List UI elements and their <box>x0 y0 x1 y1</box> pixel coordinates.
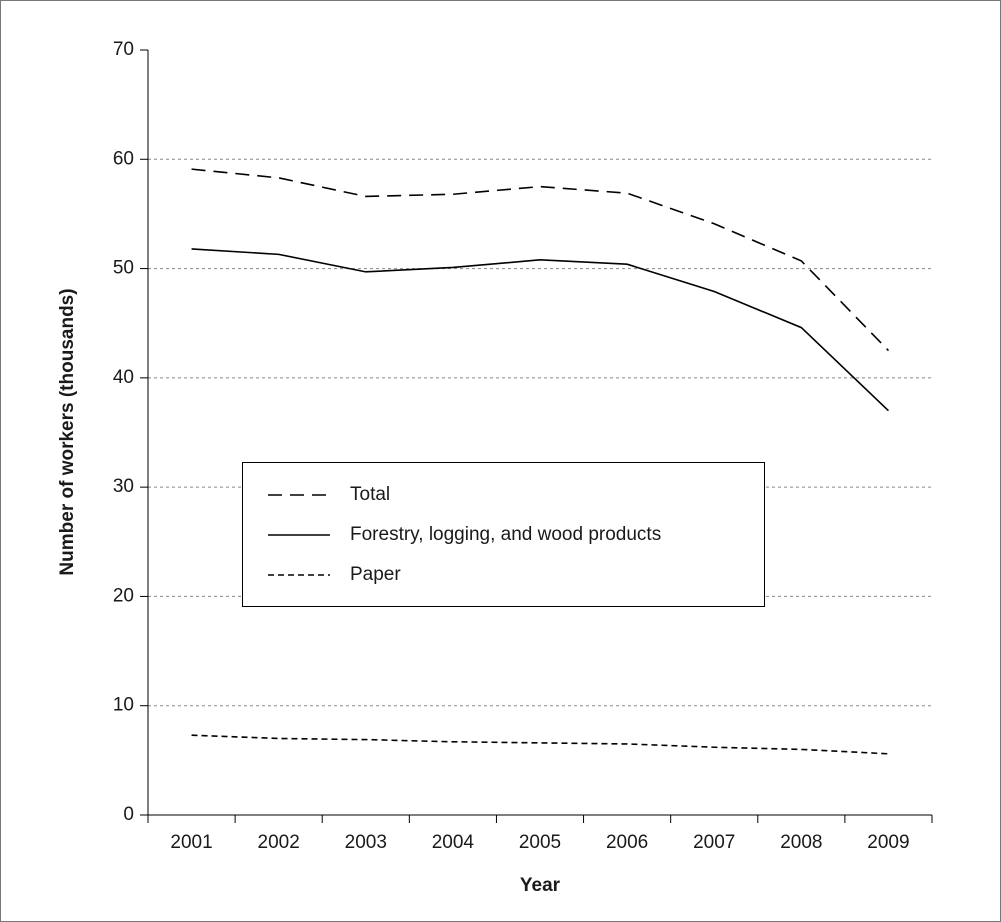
legend-label: Paper <box>350 564 401 585</box>
x-tick-label: 2007 <box>693 832 735 853</box>
x-axis-title: Year <box>520 875 561 896</box>
y-tick-label: 60 <box>113 148 134 169</box>
x-tick-label: 2004 <box>432 832 475 853</box>
y-tick-label: 70 <box>113 39 134 60</box>
y-tick-label: 0 <box>123 804 134 825</box>
legend: Total Forestry, logging, and wood product… <box>242 462 765 607</box>
x-tick-label: 2009 <box>867 832 909 853</box>
x-tick-label: 2001 <box>170 832 212 853</box>
y-tick-label: 50 <box>113 258 134 279</box>
series-line <box>191 734 889 755</box>
y-tick-label: 20 <box>113 585 134 606</box>
y-tick-label: 10 <box>113 695 134 716</box>
x-tick-label: 2003 <box>345 832 387 853</box>
series-line <box>191 168 890 352</box>
y-tick-label: 40 <box>113 367 134 388</box>
legend-label: Forestry, logging, and wood products <box>350 524 661 545</box>
x-tick-label: 2008 <box>780 832 822 853</box>
x-tick-label: 2006 <box>606 832 648 853</box>
legend-label: Total <box>350 484 390 505</box>
y-tick-label: 30 <box>113 476 134 497</box>
x-tick-label: 2005 <box>519 832 561 853</box>
y-axis-title: Number of workers (thousands) <box>57 288 78 575</box>
x-tick-label: 2002 <box>258 832 300 853</box>
series-line <box>191 248 889 412</box>
